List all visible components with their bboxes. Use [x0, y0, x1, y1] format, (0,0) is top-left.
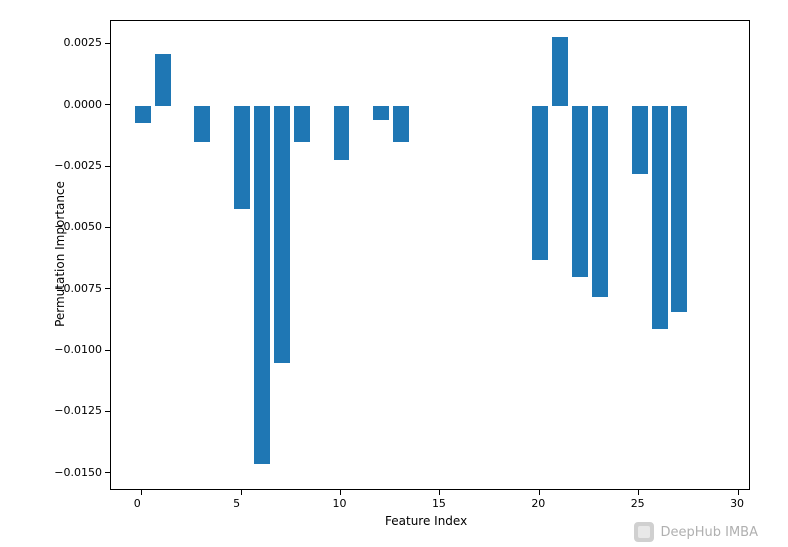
y-tick-label: −0.0100	[50, 343, 102, 356]
x-axis-label: Feature Index	[385, 514, 467, 528]
y-tick	[105, 411, 110, 412]
y-tick	[105, 104, 110, 105]
y-tick-label: −0.0075	[50, 282, 102, 295]
plot-area	[110, 20, 750, 490]
y-tick-label: −0.0025	[50, 159, 102, 172]
bar	[135, 106, 151, 123]
y-tick-label: 0.0025	[50, 36, 102, 49]
chart-container: Feature Index Permutation Importance 051…	[110, 20, 750, 490]
y-tick-label: −0.0150	[50, 466, 102, 479]
x-tick-label: 5	[233, 497, 240, 510]
y-tick	[105, 288, 110, 289]
watermark: DeepHub IMBA	[634, 522, 758, 542]
y-tick	[105, 227, 110, 228]
bar	[254, 106, 270, 464]
y-tick-label: −0.0050	[50, 220, 102, 233]
bar	[274, 106, 290, 364]
y-tick-label: 0.0000	[50, 98, 102, 111]
x-tick-label: 0	[134, 497, 141, 510]
x-tick	[340, 490, 341, 495]
x-tick	[539, 490, 540, 495]
x-tick	[638, 490, 639, 495]
bar	[373, 106, 389, 121]
bar	[671, 106, 687, 312]
watermark-icon	[634, 522, 654, 542]
x-tick-label: 20	[531, 497, 545, 510]
x-tick-label: 10	[333, 497, 347, 510]
x-tick	[439, 490, 440, 495]
y-tick	[105, 472, 110, 473]
bar	[294, 106, 310, 143]
bar	[592, 106, 608, 297]
y-tick	[105, 166, 110, 167]
bar	[652, 106, 668, 329]
y-tick-label: −0.0125	[50, 404, 102, 417]
bar	[334, 106, 350, 160]
bar	[393, 106, 409, 143]
x-tick	[241, 490, 242, 495]
watermark-text: DeepHub IMBA	[660, 525, 758, 540]
bar	[532, 106, 548, 261]
x-tick-label: 25	[631, 497, 645, 510]
x-tick	[141, 490, 142, 495]
x-tick	[738, 490, 739, 495]
y-tick	[105, 350, 110, 351]
x-tick-label: 15	[432, 497, 446, 510]
bar	[234, 106, 250, 209]
bar	[155, 54, 171, 106]
y-axis-label: Permutation Importance	[53, 154, 67, 354]
bar	[572, 106, 588, 278]
y-tick	[105, 43, 110, 44]
x-tick-label: 30	[730, 497, 744, 510]
bar	[632, 106, 648, 175]
bar	[194, 106, 210, 143]
bar	[552, 37, 568, 106]
